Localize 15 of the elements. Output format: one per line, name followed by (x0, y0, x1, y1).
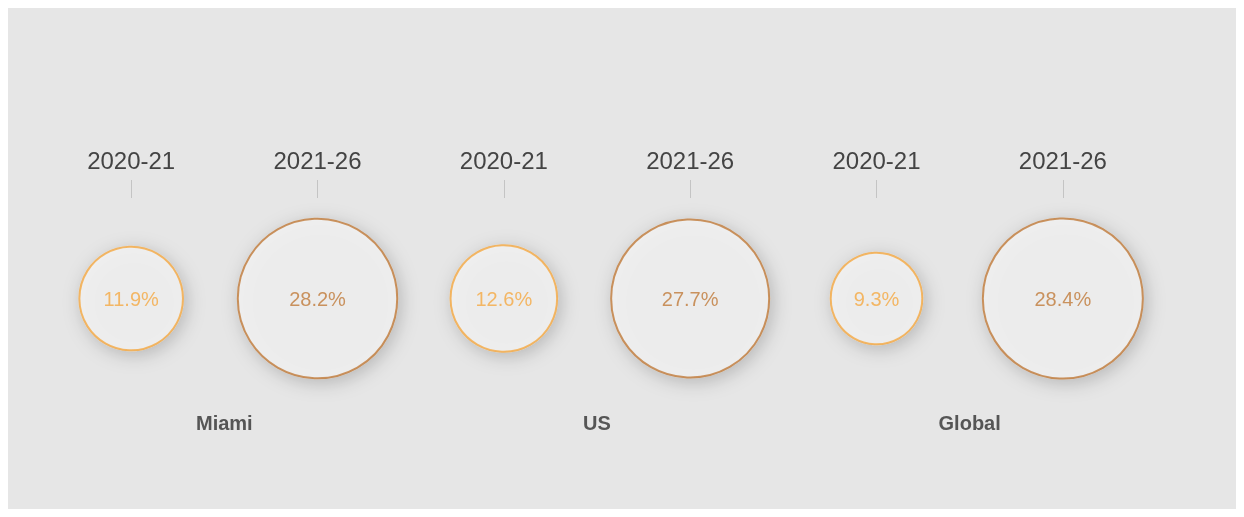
category-label: 2021-26 (1018, 146, 1107, 174)
text: Global (938, 412, 1001, 434)
data-label: 28.4% (1034, 287, 1092, 310)
text: Miami (195, 412, 253, 434)
category-label: 2021-26 (273, 146, 362, 174)
data-label: 27.7% (661, 287, 719, 310)
data-label: 9.3% (853, 287, 900, 310)
category-label: 2020-21 (832, 146, 921, 174)
data-label: 11.9% (103, 287, 159, 310)
category-label: 2020-21 (87, 146, 176, 174)
category-label: 2020-21 (459, 146, 548, 174)
category-label: 2021-26 (646, 146, 735, 174)
data-label: 12.6% (475, 287, 533, 310)
text: US (583, 412, 611, 434)
data-label: 28.2% (289, 287, 347, 310)
